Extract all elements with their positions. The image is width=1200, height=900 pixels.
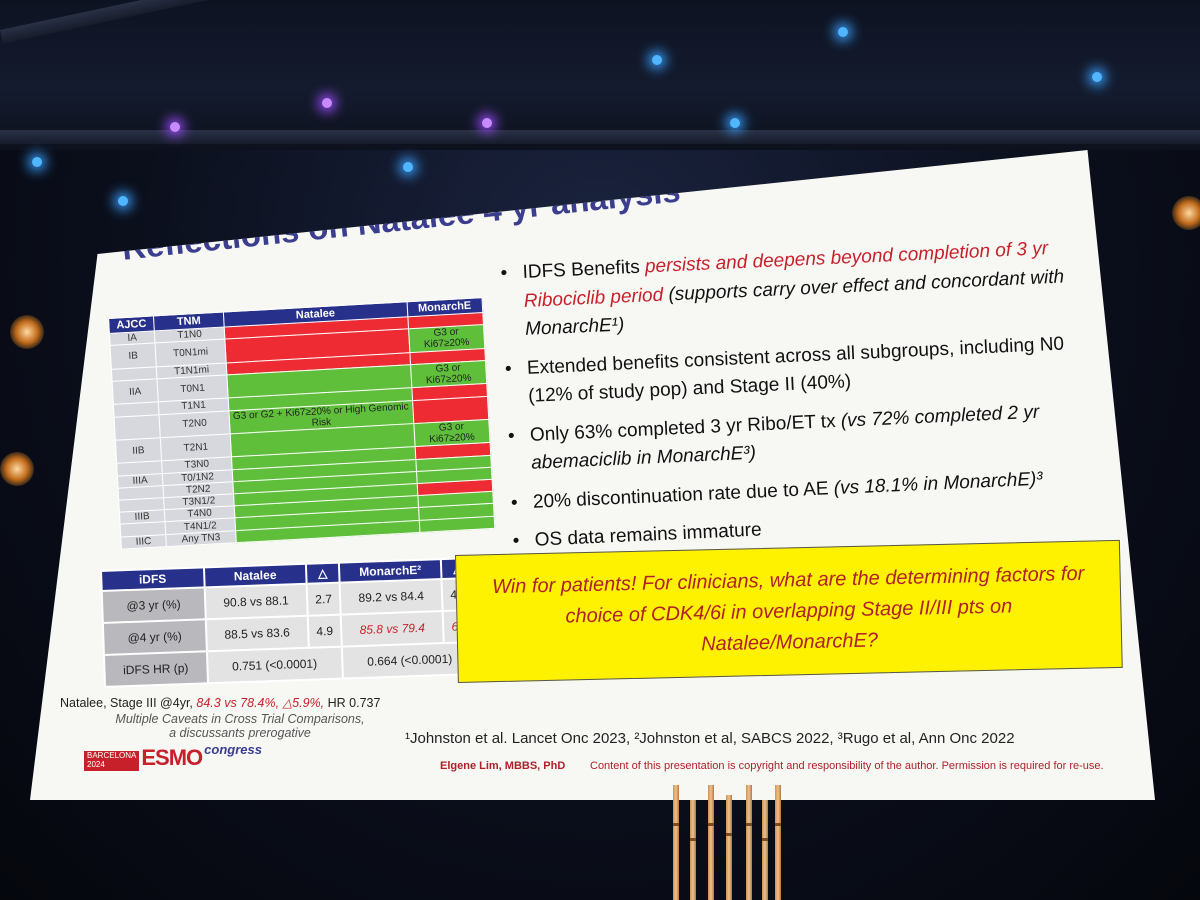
stage3-note-prefix: Natalee, Stage III @4yr, — [60, 696, 193, 710]
bamboo-stick — [690, 800, 696, 900]
truss-beam — [0, 130, 1200, 144]
bamboo-stick — [726, 795, 732, 900]
logo-brand: ESMO — [141, 745, 203, 770]
bamboo-stick — [708, 785, 714, 900]
table-cell: 89.2 vs 84.4 — [339, 579, 444, 615]
spotlight — [0, 452, 34, 486]
bullet-text: Extended benefits consistent across all … — [526, 333, 1065, 407]
bullet-aside: (vs 18.1% in MonarchE)³ — [833, 468, 1044, 499]
spotlight — [10, 315, 44, 349]
callout-box: Win for patients! For clinicians, what a… — [455, 539, 1123, 683]
author-name: Elgene Lim, MBBS, PhD — [440, 760, 566, 772]
logo-event: congress — [204, 742, 262, 757]
spotlight — [1172, 196, 1200, 230]
stage-light — [838, 27, 848, 37]
stage3-note-highlight: 84.3 vs 78.4%, △5.9%, — [196, 696, 325, 710]
table-cell: 0.751 (<0.0001) — [206, 646, 343, 684]
logo-year: 2024 — [87, 760, 105, 770]
tnm-cell: Any TN3 — [165, 530, 237, 547]
stage-light — [403, 162, 413, 172]
bamboo-stick — [775, 785, 781, 900]
row-label: @3 yr (%) — [101, 587, 206, 623]
delta-header: △ — [306, 562, 340, 584]
stage-cell — [114, 414, 161, 441]
bullet-item: IDFS Benefits persists and deepens beyon… — [500, 233, 1103, 346]
table-cell: 4.9 — [307, 614, 342, 648]
stage-light — [322, 98, 332, 108]
stage-cell: IIB — [115, 437, 162, 464]
bamboo-stick — [746, 785, 752, 900]
logo-city-name: BARCELONA — [87, 751, 137, 761]
references: ¹Johnston et al. Lancet Onc 2023, ²Johns… — [405, 730, 1015, 747]
stage3-note: Natalee, Stage III @4yr, 84.3 vs 78.4%, … — [60, 695, 380, 710]
stage3-note-suffix: HR 0.737 — [327, 696, 381, 710]
caveat-note: Multiple Caveats in Cross Trial Comparis… — [85, 712, 395, 740]
row-label: @4 yr (%) — [102, 619, 207, 655]
bullet-list: IDFS Benefits persists and deepens beyon… — [500, 233, 1113, 566]
caveat-line-1: Multiple Caveats in Cross Trial Comparis… — [115, 712, 365, 726]
stage-light — [482, 118, 492, 128]
stage-light — [118, 196, 128, 206]
stage-cell: IB — [110, 343, 157, 370]
esmo-logo: BARCELONA 2024 ESMO congress — [84, 742, 262, 771]
bamboo-stick — [673, 785, 679, 900]
slide: Reflections on Natalee 4 yr analysis AJC… — [30, 150, 1155, 800]
projection-screen: Reflections on Natalee 4 yr analysis AJC… — [30, 150, 1155, 800]
table-cell: 90.8 vs 88.1 — [204, 583, 308, 620]
bamboo-stick — [762, 800, 768, 900]
row-label: iDFS HR (p) — [103, 651, 208, 687]
bullet-text: Only 63% completed 3 yr Ribo/ET tx — [529, 410, 842, 446]
ajcc-table: AJCC TNM Natalee MonarchE IA T1N0 IB — [108, 297, 495, 550]
caveat-line-2: a discussants prerogative — [169, 726, 311, 740]
idfs-table: iDFS Natalee △ MonarchE² △ @3 yr (%) 90.… — [100, 557, 479, 688]
stage-light — [32, 157, 42, 167]
stage-truss — [0, 0, 1200, 150]
stage-light — [170, 122, 180, 132]
bullet-text: 20% discontinuation rate due to AE — [532, 477, 835, 513]
table-cell: 88.5 vs 83.6 — [205, 615, 309, 652]
logo-city: BARCELONA 2024 — [84, 751, 140, 771]
stage-cell: IIA — [112, 378, 159, 405]
stage-cell: IIIC — [120, 534, 167, 550]
copyright-note: Content of this presentation is copyrigh… — [590, 760, 1104, 772]
stage-light — [1092, 72, 1102, 82]
bullet-text: IDFS Benefits — [522, 256, 646, 283]
stage-light — [652, 55, 662, 65]
table-cell: 85.8 vs 79.4 — [340, 611, 445, 647]
stage-light — [730, 118, 740, 128]
table-cell: 2.7 — [306, 582, 341, 616]
bullet-text: OS data remains immature — [534, 519, 763, 551]
